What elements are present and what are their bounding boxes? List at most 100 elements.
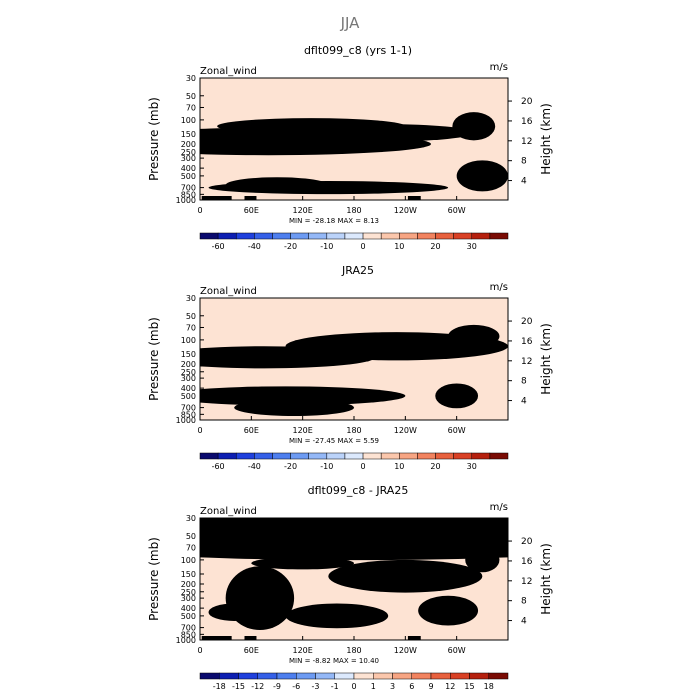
contour-region [448, 324, 500, 348]
y-tick-label: 70 [186, 323, 196, 332]
x-tick-label: 120E [293, 426, 313, 435]
height-tick-label: 4 [521, 617, 527, 627]
x-tick-label: 120W [394, 646, 417, 655]
colorbar-bin [272, 232, 291, 240]
units-label: m/s [490, 502, 508, 513]
contour-region [200, 532, 508, 552]
contour-region [435, 383, 479, 409]
y-tick-label: 1000 [176, 196, 196, 205]
colorbar-bin [238, 672, 258, 680]
colorbar-label: 0 [361, 242, 366, 251]
x-tick-label: 60W [448, 646, 466, 655]
colorbar-bin [411, 672, 432, 680]
stats-label: MIN = -28.18 MAX = 8.13 [289, 217, 379, 225]
height-tick-label: 12 [521, 357, 532, 367]
y-tick-label: 500 [181, 612, 196, 621]
colorbar-bin [435, 232, 454, 240]
y-tick-label: 50 [186, 532, 196, 541]
colorbar-bin [219, 672, 239, 680]
colorbar-label: -10 [320, 462, 333, 471]
terrain-mask [201, 196, 232, 200]
y-tick-label: 400 [181, 604, 196, 613]
y-tick-label: 850 [181, 190, 196, 199]
colorbar-bin [272, 452, 291, 460]
x-tick-label: 120E [293, 206, 313, 215]
colorbar-bin [199, 232, 219, 240]
height-tick-label: 8 [521, 157, 527, 167]
colorbar-label: 20 [430, 462, 440, 471]
colorbar-label: -10 [320, 242, 333, 251]
x-tick-label: 120W [394, 426, 417, 435]
panel-1: dflt099_c8 (yrs 1-1) Zonal_wind m/s 30 50 70 1… [147, 44, 553, 251]
colorbar-bin [453, 452, 473, 460]
colorbar-bin [488, 672, 509, 680]
colorbar-label: 1 [371, 682, 376, 691]
height-tick-label: 20 [521, 317, 533, 327]
x-tick-label: 60E [244, 646, 259, 655]
x-tick-label: 0 [197, 646, 202, 655]
terrain-mask [201, 636, 232, 640]
y-tick-label: 70 [186, 103, 196, 112]
colorbar-bin [471, 232, 491, 240]
colorbar-label: 9 [428, 682, 433, 691]
y-tick-label: 700 [181, 184, 196, 193]
colorbar-bin [453, 232, 473, 240]
contour-field [200, 518, 508, 640]
y-tick-label: 100 [181, 336, 196, 345]
colorbar-label: -1 [331, 682, 339, 691]
x-tick-label: 0 [197, 426, 202, 435]
colorbar-bin [276, 672, 297, 680]
colorbar-bin [334, 672, 355, 680]
contour-region [452, 112, 496, 141]
colorbar-label: 15 [464, 682, 474, 691]
y-tick-label: 300 [181, 154, 196, 163]
colorbar-bin [296, 672, 316, 680]
y-tick-label: 500 [181, 172, 196, 181]
colorbar-label: -12 [251, 682, 264, 691]
y-tick-label: 250 [181, 148, 196, 157]
colorbar: -60 -40 -20 -10 0 10 20 30 [199, 452, 509, 471]
colorbar-label: 30 [467, 462, 477, 471]
contour-region [456, 160, 508, 192]
terrain-mask [407, 196, 421, 200]
y-tick-label: 200 [181, 140, 196, 149]
colorbar-bin [254, 452, 273, 460]
colorbar-bin [430, 672, 451, 680]
height-tick-label: 4 [521, 177, 527, 187]
y-tick-label: 100 [181, 116, 196, 125]
y-tick-label: 300 [181, 594, 196, 603]
colorbar-label: -20 [284, 462, 297, 471]
y-tick-label: 30 [186, 514, 196, 523]
terrain-mask [407, 636, 421, 640]
y-tick-label: 500 [181, 392, 196, 401]
colorbar-bin [353, 672, 374, 680]
colorbar-bin [235, 232, 255, 240]
height-tick-label: 16 [521, 557, 533, 567]
colorbar-bin [380, 232, 400, 240]
units-label: m/s [490, 282, 508, 293]
y-tick-label: 150 [181, 130, 196, 139]
colorbar-label: -6 [292, 682, 300, 691]
colorbar: -60 -40 -20 -10 0 10 20 30 [199, 232, 509, 251]
colorbar-bin [326, 452, 346, 460]
contour-region [212, 352, 290, 361]
x-tick-label: 180 [346, 426, 361, 435]
colorbar-label: -3 [312, 682, 320, 691]
height-axis-label: Height (km) [539, 543, 553, 614]
y-tick-label: 50 [186, 312, 196, 321]
panel-title: dflt099_c8 - JRA25 [308, 484, 409, 497]
colorbar-bin [344, 452, 364, 460]
contour-region [465, 547, 500, 573]
figure-title: JJA [340, 14, 361, 32]
colorbar-bin [308, 452, 328, 460]
colorbar-bin [489, 232, 509, 240]
colorbar-bin [399, 232, 418, 240]
x-tick-label: 180 [346, 206, 361, 215]
colorbar-bin [344, 232, 364, 240]
height-axis-label: Height (km) [539, 323, 553, 394]
colorbar-bin [217, 232, 237, 240]
contour-region [272, 559, 325, 568]
y-axis-label: Pressure (mb) [147, 317, 161, 401]
